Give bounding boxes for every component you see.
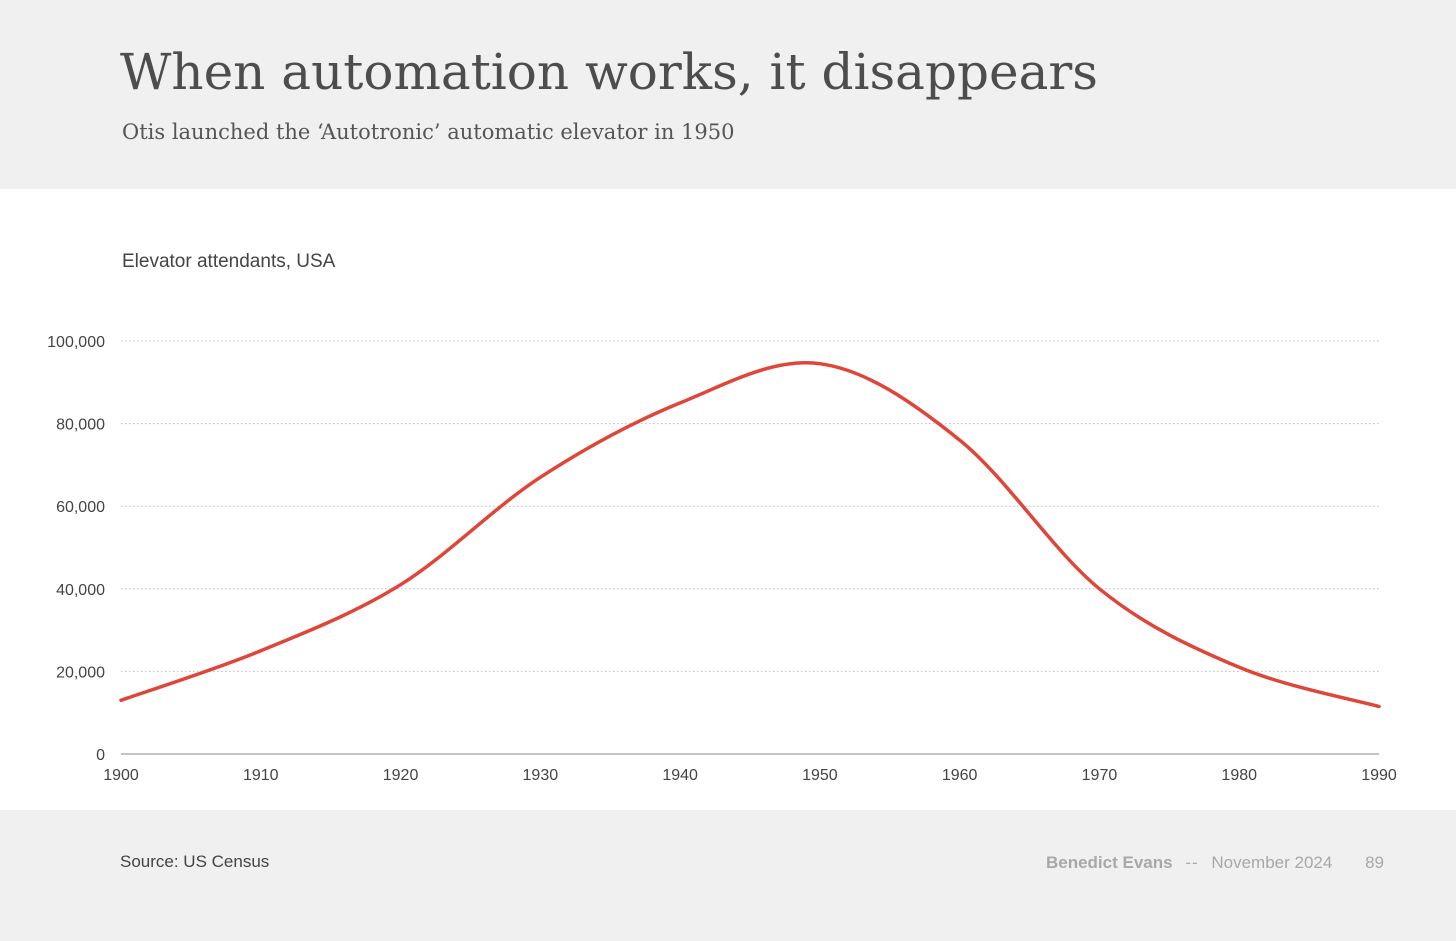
y-tick-label: 100,000: [47, 334, 105, 351]
data-point: [958, 438, 962, 442]
credit-separator: --: [1185, 853, 1199, 872]
chart-title: Elevator attendants, USA: [122, 251, 336, 272]
y-tick-label: 20,000: [56, 664, 105, 681]
line-chart: 0 20,000 40,000 60,000 80,000 100,000 1900 1910…: [47, 334, 1397, 784]
slide-footer: Source: US Census Benedict Evans -- Nove…: [0, 810, 1456, 941]
data-point: [259, 649, 263, 653]
series-line: [119, 361, 1381, 709]
y-tick-label: 60,000: [56, 499, 105, 516]
x-tick-label: 1960: [942, 767, 978, 784]
data-point: [119, 698, 123, 702]
x-tick-label: 1930: [523, 767, 559, 784]
data-point: [678, 401, 682, 405]
slide-header: When automation works, it disappears Oti…: [0, 0, 1456, 189]
x-tick-label: 1970: [1082, 767, 1118, 784]
y-tick-label: 0: [96, 747, 105, 764]
y-tick-label: 80,000: [56, 417, 105, 434]
slide-title: When automation works, it disappears: [120, 43, 1098, 101]
y-tick-label: 40,000: [56, 582, 105, 599]
publication-date: November 2024: [1211, 853, 1333, 872]
data-point: [1237, 665, 1241, 669]
x-tick-label: 1980: [1221, 767, 1257, 784]
x-tick-label: 1900: [103, 767, 139, 784]
data-point: [1377, 705, 1381, 709]
page-number: 89: [1365, 853, 1384, 872]
data-point: [399, 583, 403, 587]
slide-subtitle: Otis launched the ‘Autotronic’ automatic…: [122, 120, 735, 144]
credit-line: Benedict Evans -- November 2024 89: [1046, 853, 1384, 873]
data-point: [1097, 587, 1101, 591]
data-point: [538, 475, 542, 479]
x-tick-label: 1910: [243, 767, 279, 784]
x-tick-label: 1940: [662, 767, 698, 784]
data-point: [818, 362, 822, 366]
x-tick-label: 1950: [802, 767, 838, 784]
x-tick-label: 1990: [1361, 767, 1397, 784]
author-name: Benedict Evans: [1045, 853, 1173, 872]
chart-panel: Elevator attendants, USA 0 20,000 40,000 60…: [0, 189, 1456, 810]
source-note: Source: US Census: [120, 852, 270, 871]
x-tick-label: 1920: [383, 767, 419, 784]
